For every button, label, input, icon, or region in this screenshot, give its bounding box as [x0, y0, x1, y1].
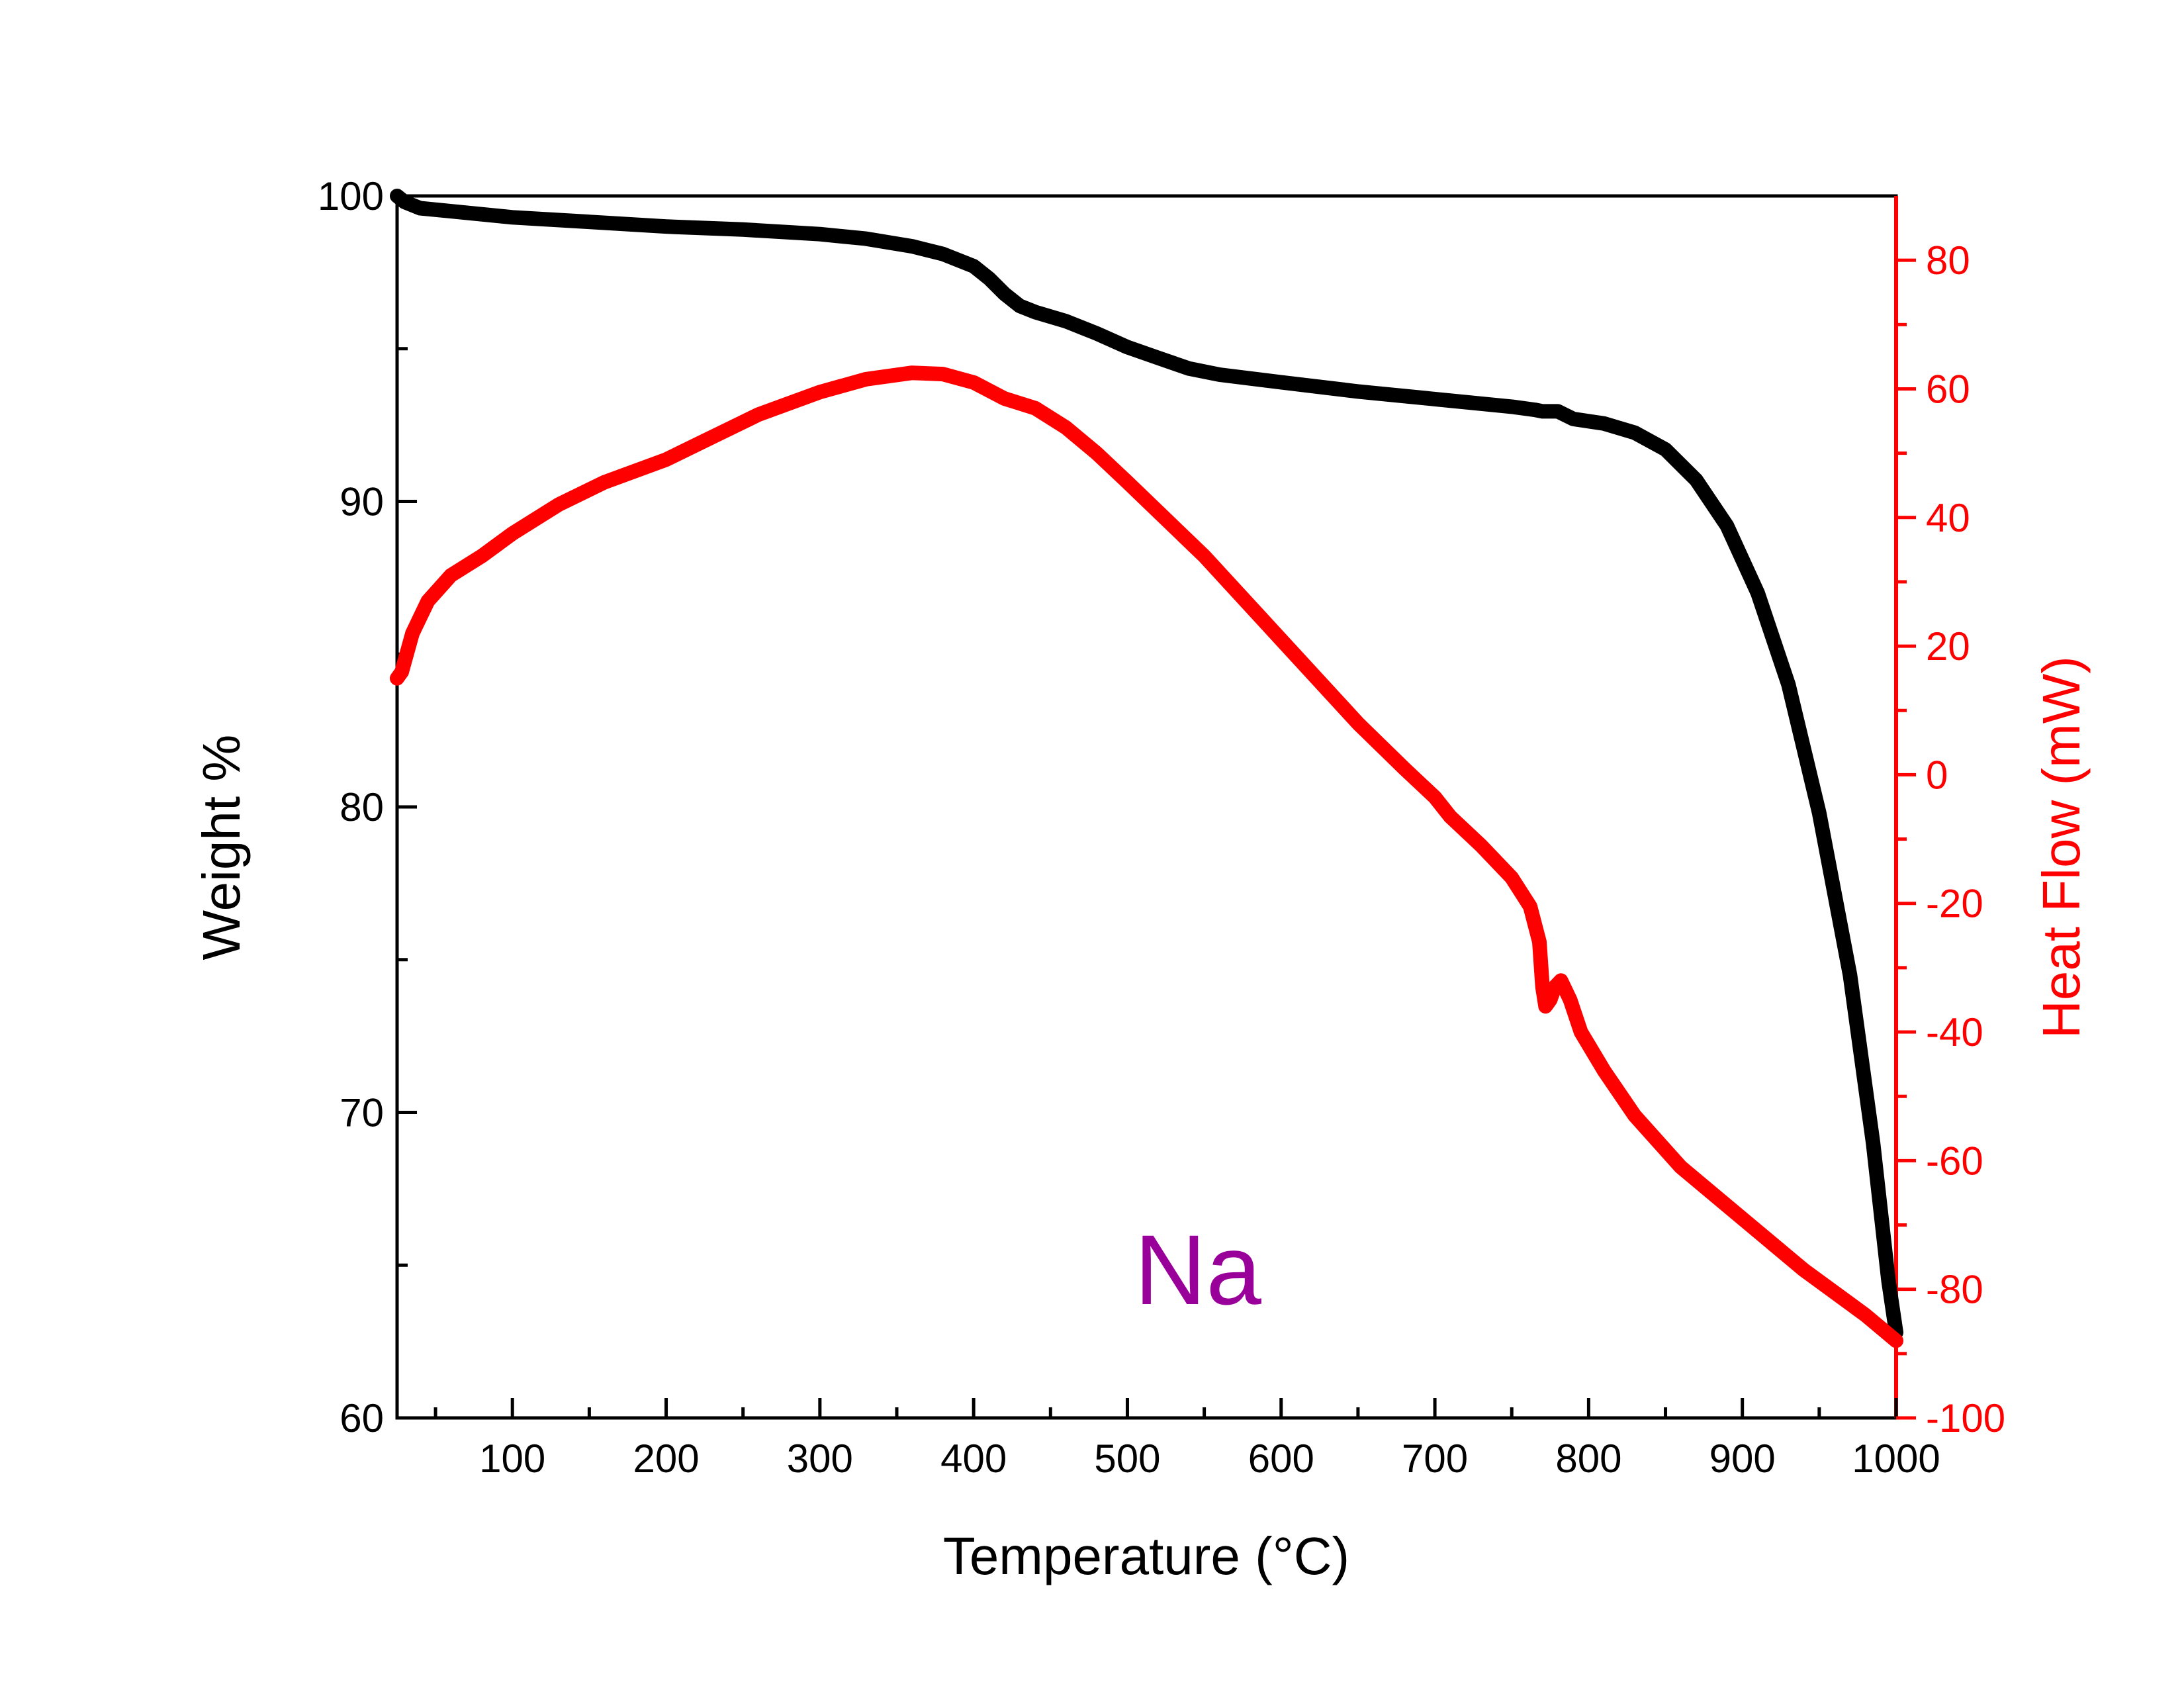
right-tick-label: -40 [1926, 1010, 1983, 1055]
weight-curve [390, 189, 1903, 1340]
x-tick-label: 1000 [1852, 1436, 1940, 1481]
right-tick-label: 80 [1926, 238, 1970, 283]
left-tick-label: 60 [340, 1396, 384, 1440]
x-axis-ticks: 100 200 300 400 500 600 700 800 900 1000 [433, 1398, 1940, 1481]
right-tick-label: -80 [1926, 1268, 1983, 1312]
right-tick-label: 40 [1926, 496, 1970, 540]
series-layer [390, 189, 1903, 1348]
left-tick-label: 90 [340, 480, 384, 524]
x-tick-label: 800 [1555, 1436, 1621, 1481]
left-tick-label: 100 [318, 174, 384, 218]
x-tick-label: 700 [1402, 1436, 1468, 1481]
right-tick-label: 0 [1926, 753, 1948, 797]
heat-flow-curve [390, 365, 1903, 1348]
x-tick-label: 100 [479, 1436, 545, 1481]
right-tick-label: 60 [1926, 367, 1970, 411]
x-tick-label: 300 [787, 1436, 853, 1481]
sample-annotation: Na [1134, 1214, 1261, 1325]
x-tick-label: 600 [1248, 1436, 1314, 1481]
right-axis-ticks: -100 -80 -60 -40 -20 0 20 40 60 80 [1896, 238, 2005, 1440]
right-axis-label: Heat Flow (mW) [2032, 656, 2091, 1039]
right-tick-label: -100 [1926, 1396, 2005, 1440]
right-tick-label: -20 [1926, 882, 1983, 926]
left-tick-label: 70 [340, 1091, 384, 1135]
x-tick-label: 400 [940, 1436, 1007, 1481]
x-tick-label: 900 [1709, 1436, 1776, 1481]
left-tick-label: 80 [340, 785, 384, 829]
left-axis-ticks: 60 70 80 90 100 [318, 174, 417, 1440]
x-tick-label: 200 [633, 1436, 699, 1481]
x-tick-label: 500 [1094, 1436, 1160, 1481]
right-tick-label: -60 [1926, 1139, 1983, 1183]
right-tick-label: 20 [1926, 624, 1970, 669]
left-axis-label: Weight % [192, 735, 251, 961]
x-axis-label: Temperature (°C) [943, 1526, 1349, 1585]
